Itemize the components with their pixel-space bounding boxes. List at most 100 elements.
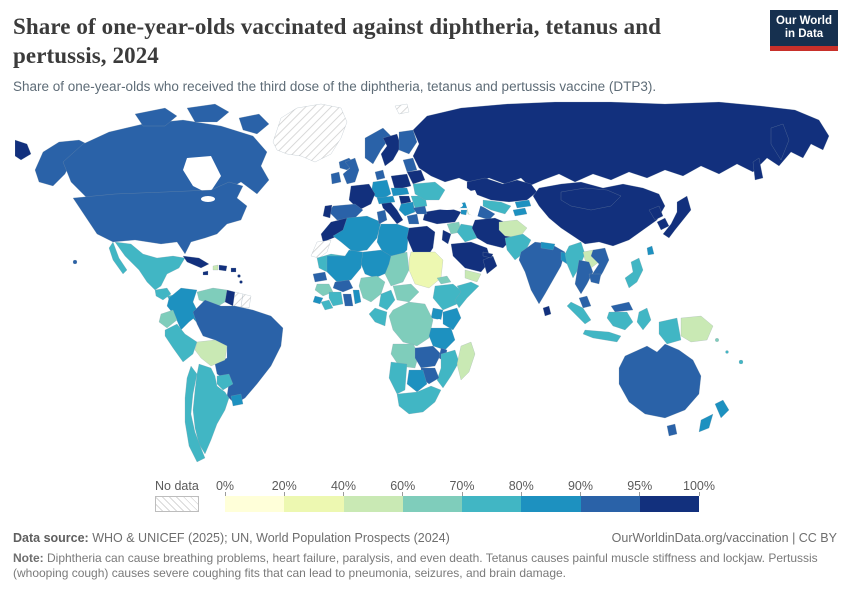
country-cote-divoire[interactable] [328,291,344,307]
country-ghana[interactable] [342,293,354,307]
country-iraq[interactable] [456,223,478,243]
legend-bin-0-20%[interactable] [225,496,285,512]
country-ireland[interactable] [330,171,342,185]
legend-bin-90-95%[interactable] [580,496,640,512]
country-nepal[interactable] [540,241,556,251]
country-solomon-islands[interactable] [714,337,720,343]
country-cuba[interactable] [182,255,210,269]
country-czechia-slovakia[interactable] [390,187,410,197]
country-balkans[interactable] [398,201,416,217]
country-denmark[interactable] [374,169,386,181]
country-malaysia-borneo[interactable] [610,301,634,313]
country-turkey[interactable] [422,207,462,225]
country-sweden[interactable] [380,133,402,167]
legend-bin-20-40%[interactable] [284,496,344,512]
country-canada-arctic-2[interactable] [186,103,230,123]
country-lesser-antilles-1[interactable] [237,274,241,278]
country-uzbekistan[interactable] [482,199,512,215]
country-ukraine[interactable] [412,181,446,201]
country-baltics[interactable] [402,157,418,173]
country-mexico-baja[interactable] [108,241,128,275]
legend-bin-70-80%[interactable] [462,496,522,512]
country-chad[interactable] [384,251,410,287]
country-japan[interactable] [662,195,692,239]
owid-logo[interactable]: Our World in Data [770,10,838,51]
country-belarus[interactable] [406,169,426,185]
country-india[interactable] [518,241,566,305]
country-central-african-republic[interactable] [392,283,420,303]
country-france[interactable] [348,183,376,211]
country-canada-arctic-3[interactable] [238,113,270,135]
country-mali[interactable] [326,249,364,283]
country-south-korea[interactable] [656,217,670,231]
country-venezuela[interactable] [196,287,228,309]
country-eritrea[interactable] [436,275,452,285]
country-tajikistan[interactable] [512,207,528,217]
country-zambia[interactable] [414,345,442,369]
country-mozambique[interactable] [436,349,460,389]
country-uruguay[interactable] [230,393,244,407]
country-greenland[interactable] [272,103,348,163]
country-israel-jordan[interactable] [441,229,452,245]
country-thailand[interactable] [574,259,594,295]
country-vanuatu[interactable] [725,350,729,354]
country-french-guiana[interactable] [240,293,252,309]
country-peru[interactable] [164,323,198,363]
country-tasmania[interactable] [666,423,678,437]
country-new-zealand-south[interactable] [698,413,714,433]
country-taiwan[interactable] [646,245,655,256]
country-canada-arctic-1[interactable] [134,107,178,127]
country-paraguay[interactable] [216,373,234,391]
country-russia-kamchatka[interactable] [770,123,790,161]
country-hungary[interactable] [398,195,412,205]
country-mongolia[interactable] [560,187,622,211]
country-uganda[interactable] [430,307,444,321]
country-puerto-rico[interactable] [230,267,237,273]
country-madagascar[interactable] [456,341,476,381]
country-namibia[interactable] [388,361,408,395]
country-nigeria[interactable] [358,275,386,303]
country-cambodia[interactable] [588,273,602,285]
country-indonesia-sulawesi[interactable] [636,307,652,331]
country-mexico[interactable] [114,241,186,291]
country-western-sahara[interactable] [310,239,332,259]
country-finland[interactable] [398,129,418,155]
country-jamaica[interactable] [202,270,209,276]
country-guatemala[interactable] [154,287,172,301]
country-fiji[interactable] [738,359,744,365]
country-north-korea[interactable] [648,205,664,221]
country-indonesia-java[interactable] [582,329,622,343]
country-armenia[interactable] [460,209,468,216]
country-russia-chukotka[interactable] [15,139,32,161]
country-norway[interactable] [364,127,392,165]
country-cameroon[interactable] [378,289,396,311]
country-congo-gabon[interactable] [368,307,388,327]
country-uae[interactable] [482,251,494,259]
country-botswana[interactable] [406,369,428,393]
country-algeria[interactable] [332,215,382,253]
country-somalia[interactable] [454,281,480,309]
country-sri-lanka[interactable] [542,305,552,317]
country-indonesia-kalimantan[interactable] [606,311,634,331]
country-portugal[interactable] [322,204,333,219]
legend-bin-80-90%[interactable] [521,496,581,512]
country-australia[interactable] [618,343,702,419]
country-togo-benin[interactable] [352,289,362,305]
country-senegal[interactable] [312,271,328,283]
country-papua-new-guinea[interactable] [680,315,714,343]
country-guinea[interactable] [314,283,334,297]
country-liberia[interactable] [320,299,334,311]
country-south-africa[interactable] [396,385,442,415]
country-niger[interactable] [360,249,392,279]
country-chile[interactable] [184,365,206,463]
country-yemen[interactable] [464,269,482,283]
country-russia-sakhalin[interactable] [752,157,764,181]
country-ecuador[interactable] [158,309,178,329]
country-argentina[interactable] [192,363,230,455]
country-burkina-faso[interactable] [332,279,354,293]
country-lesser-antilles-2[interactable] [239,280,243,284]
legend-bin-40-60%[interactable] [343,496,403,512]
country-philippines[interactable] [624,257,644,289]
country-kyrgyzstan[interactable] [514,199,532,209]
country-poland[interactable] [390,173,412,191]
